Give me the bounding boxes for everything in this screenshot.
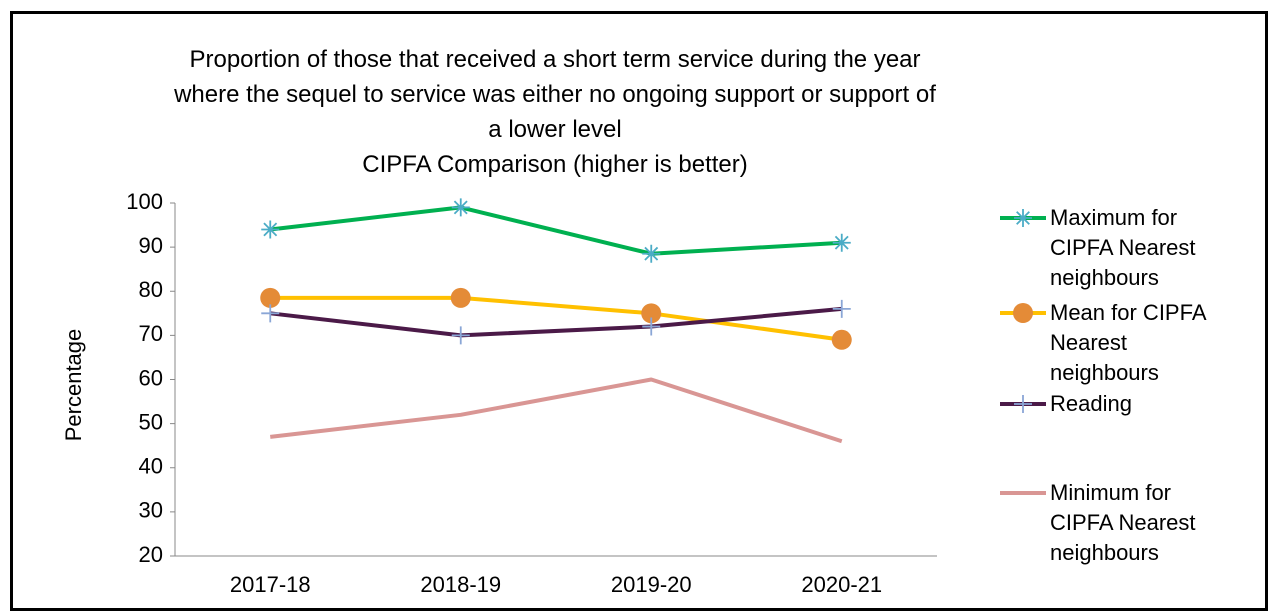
marker-shape: [642, 244, 661, 263]
marker-shape: [451, 326, 470, 345]
y-tick-label: 80: [139, 277, 163, 302]
marker: [641, 303, 662, 324]
y-tick-label: 50: [139, 409, 163, 434]
marker: [261, 304, 280, 323]
marker: [832, 233, 851, 252]
series-line: [270, 295, 843, 342]
x-tick-label: 2017-18: [230, 572, 311, 597]
x-tick-label: 2019-20: [611, 572, 692, 597]
marker-shape: [261, 220, 280, 239]
marker: [642, 244, 661, 263]
y-tick-label: 90: [139, 233, 163, 258]
legend-label: Reading: [1050, 391, 1132, 416]
series-line: [270, 205, 842, 256]
marker-shape: [451, 198, 470, 217]
marker-shape: [261, 304, 280, 323]
marker: [1014, 395, 1032, 413]
marker: [450, 287, 471, 308]
marker-shape: [832, 299, 851, 318]
marker: [261, 220, 280, 239]
y-tick-label: 100: [126, 189, 163, 214]
chart-subtitle: CIPFA Comparison (higher is better): [362, 151, 748, 178]
chart-title: Proportion of those that received a shor…: [174, 46, 936, 143]
y-tick-label: 20: [139, 542, 163, 567]
legend-label: Minimum for CIPFA Nearest neighbours: [1050, 480, 1196, 565]
marker: [451, 198, 470, 217]
marker: [1013, 303, 1033, 323]
marker: [642, 317, 661, 336]
series-line: [270, 306, 842, 338]
y-tick-label: 30: [139, 498, 163, 523]
y-tick-label: 70: [139, 321, 163, 346]
marker: [260, 287, 281, 308]
marker-shape: [832, 233, 851, 252]
marker-shape: [1014, 209, 1032, 227]
marker-shape: [1014, 395, 1032, 413]
marker: [831, 329, 852, 350]
chart-title-block: Proportion of those that received a shor…: [170, 42, 940, 182]
x-tick-label: 2020-21: [801, 572, 882, 597]
y-axis-label: Percentage: [61, 329, 86, 442]
marker-shape: [642, 317, 661, 336]
marker: [1014, 209, 1032, 227]
y-tick-label: 60: [139, 365, 163, 390]
legend-label: Maximum for CIPFA Nearest neighbours: [1050, 205, 1196, 290]
legend-label: Mean for CIPFA Nearest neighbours: [1050, 300, 1206, 385]
marker: [832, 299, 851, 318]
y-tick-label: 40: [139, 454, 163, 479]
series-line: [270, 377, 843, 444]
x-tick-label: 2018-19: [420, 572, 501, 597]
marker: [451, 326, 470, 345]
